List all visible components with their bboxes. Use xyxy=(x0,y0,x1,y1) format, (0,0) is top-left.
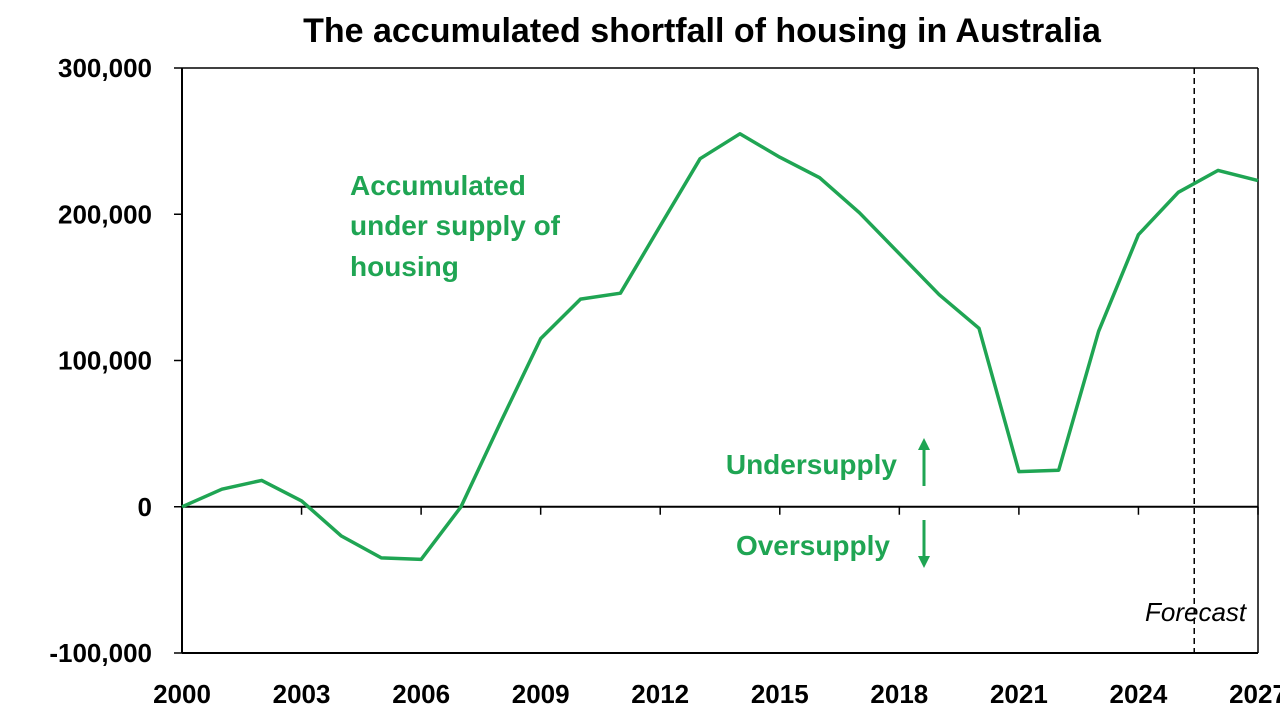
series-label-line-1: Accumulated xyxy=(350,170,526,201)
y-tick-label: 100,000 xyxy=(58,346,152,376)
annotations: Accumulated under supply of housing Unde… xyxy=(350,170,1248,627)
down-arrow-icon xyxy=(918,520,930,568)
x-tick-label: 2015 xyxy=(751,679,809,709)
undersupply-label: Undersupply xyxy=(726,449,898,480)
oversupply-label: Oversupply xyxy=(736,530,890,561)
x-tick-label: 2006 xyxy=(392,679,450,709)
forecast-label: Forecast xyxy=(1145,597,1248,627)
y-tick-label: -100,000 xyxy=(49,638,152,668)
x-tick-label: 2000 xyxy=(153,679,211,709)
x-tick-label: 2018 xyxy=(870,679,928,709)
series-label-line-2: under supply of xyxy=(350,210,561,241)
x-tick-label: 2003 xyxy=(273,679,331,709)
x-tick-label: 2012 xyxy=(631,679,689,709)
y-tick-label: 200,000 xyxy=(58,199,152,229)
x-tick-label: 2021 xyxy=(990,679,1048,709)
y-tick-label: 0 xyxy=(138,492,152,522)
series-line xyxy=(181,132,1259,562)
x-tick-label: 2024 xyxy=(1110,679,1168,709)
series-layer xyxy=(181,132,1259,562)
axes: -100,000 0 100,000 200,000 300,000 2000 2003 20… xyxy=(49,53,1280,709)
series-label-line-3: housing xyxy=(350,251,459,282)
y-tick-label: 300,000 xyxy=(58,53,152,83)
x-tick-label: 2009 xyxy=(512,679,570,709)
x-tick-label: 2027 xyxy=(1229,679,1280,709)
up-arrow-icon xyxy=(918,438,930,486)
chart-title: The accumulated shortfall of housing in … xyxy=(303,12,1102,50)
